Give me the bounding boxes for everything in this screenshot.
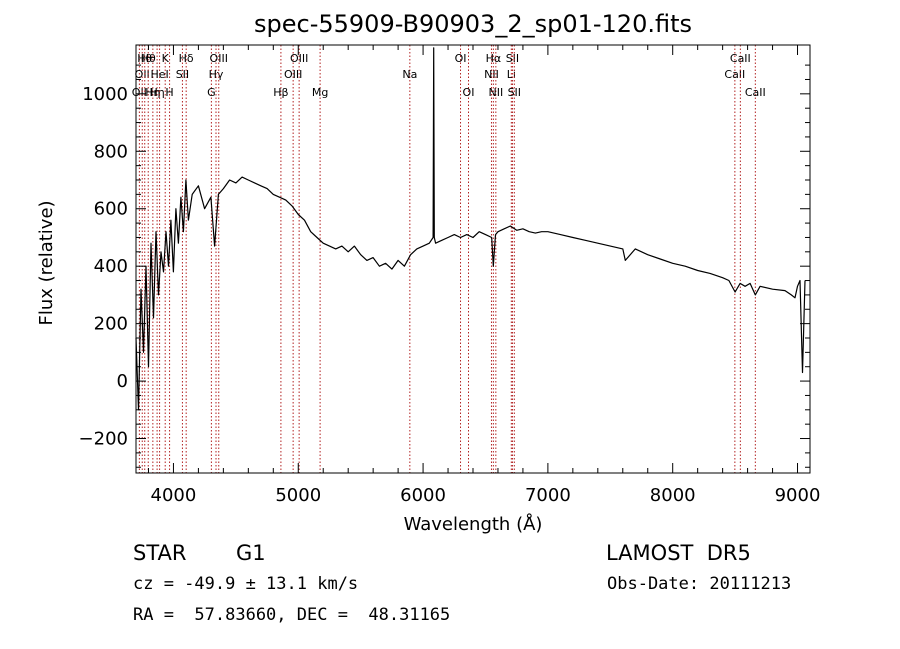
x-tick-label-3: 7000 [525, 485, 571, 506]
line-marker-label-7: K [162, 52, 170, 65]
line-marker-label-17: Mg [312, 86, 328, 99]
y-tick-label-3: 400 [94, 256, 128, 277]
axis-ticks: 4000 5000 6000 7000 8000 9000 −200 0 200 400 600 80… [79, 45, 821, 506]
survey-name: LAMOST DR5 [606, 541, 751, 565]
line-marker-label-16: OIII [290, 52, 308, 65]
x-tick-label-1: 5000 [275, 485, 321, 506]
line-marker-label-26: SII [508, 86, 521, 99]
spectrum-line-0 [135, 47, 806, 411]
line-marker-label-11: G [207, 86, 216, 99]
line-marker-label-3: Hθ [141, 52, 156, 65]
line-marker-label-6: HeI [150, 68, 168, 81]
line-marker-label-22: Hα [486, 52, 502, 65]
x-tick-label-0: 4000 [151, 485, 197, 506]
line-marker-label-12: Hγ [209, 68, 224, 81]
line-marker-label-25: SII [506, 52, 519, 65]
x-axis-label: Wavelength (Å) [404, 513, 543, 535]
x-tick-label-2: 6000 [400, 485, 446, 506]
coordinates: RA = 57.83660, DEC = 48.31165 [133, 605, 451, 625]
line-marker-label-13: OIII [210, 52, 228, 65]
line-marker-label-2: Hθ [137, 52, 152, 65]
line-marker-label-21: NII [484, 68, 499, 81]
line-marker-label-19: OI [455, 52, 467, 65]
line-marker-label-20: OI [463, 86, 475, 99]
y-tick-label-6: 1000 [82, 84, 128, 105]
line-marker-label-18: Na [402, 68, 417, 81]
spectrum-series [135, 47, 806, 411]
x-tick-label-5: 9000 [775, 485, 821, 506]
object-class: STAR [133, 541, 187, 565]
line-marker-label-15: OIII [284, 68, 302, 81]
line-marker-label-9: SII [176, 68, 189, 81]
redshift-value: cz = -49.9 ± 13.1 km/s [133, 574, 359, 594]
line-marker-label-24: Li [507, 68, 516, 81]
line-marker-label-4: Hη [145, 86, 160, 99]
line-marker-label-29: CaII [745, 86, 766, 99]
line-marker-label-14: Hβ [273, 86, 288, 99]
y-tick-label-2: 200 [94, 314, 128, 335]
line-marker-label-5: Hη [149, 86, 164, 99]
line-marker-label-8: H [165, 86, 173, 99]
observation-date: Obs-Date: 20111213 [607, 574, 792, 594]
y-tick-label-0: −200 [79, 429, 128, 450]
line-marker-label-23: NII [488, 86, 503, 99]
y-axis-label: Flux (relative) [36, 200, 57, 325]
y-tick-label-4: 600 [94, 199, 128, 220]
line-markers: OIIOIIHθHθHηHηHeIKHSIIHδGHγOIIIHβOIIIOII… [132, 45, 766, 473]
line-marker-label-1: OII [135, 68, 150, 81]
object-subclass: G1 [236, 541, 266, 565]
chart-title: spec-55909-B90903_2_sp01-120.fits [254, 10, 692, 38]
line-marker-label-27: CaII [724, 68, 745, 81]
x-tick-label-4: 8000 [650, 485, 696, 506]
line-marker-label-28: CaII [730, 52, 751, 65]
y-tick-label-5: 800 [94, 141, 128, 162]
line-marker-label-10: Hδ [179, 52, 194, 65]
y-tick-label-1: 0 [117, 371, 128, 392]
